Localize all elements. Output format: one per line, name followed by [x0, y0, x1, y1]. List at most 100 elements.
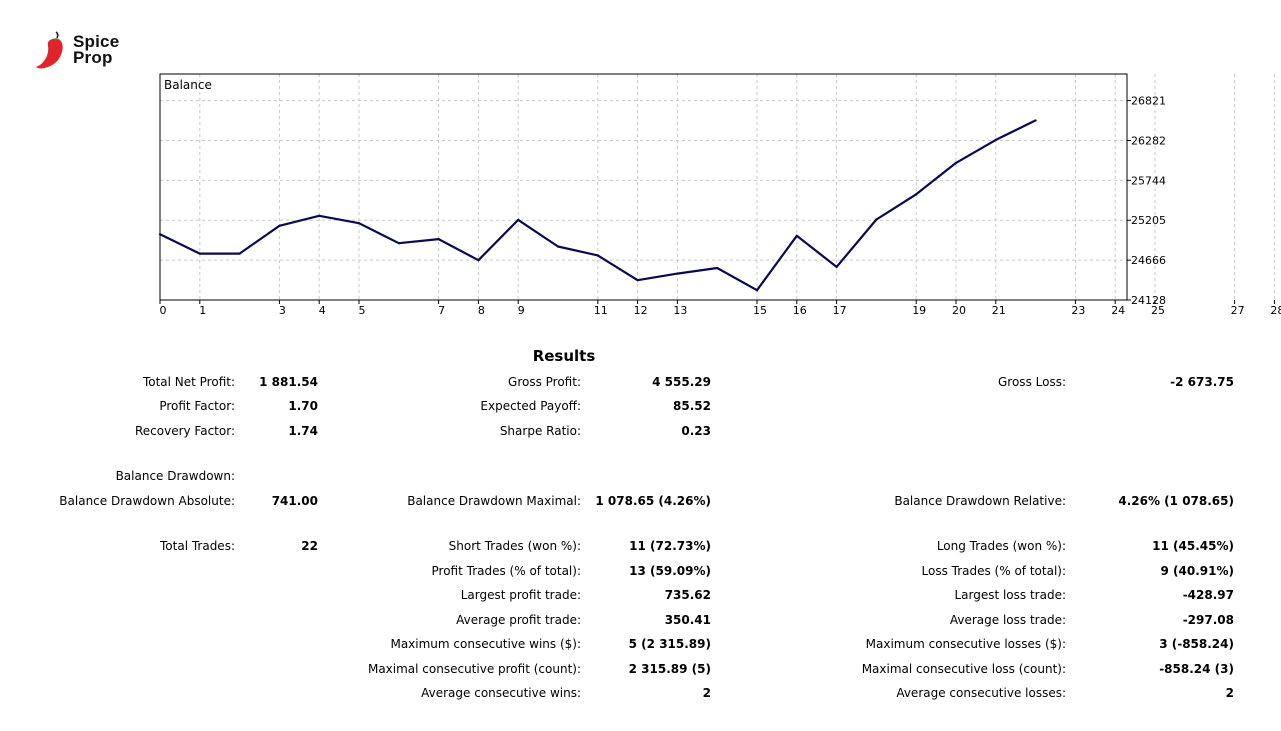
- x-tick-label: 7: [438, 304, 445, 317]
- result-value: 0.23: [681, 424, 711, 438]
- x-tick-label: 12: [634, 304, 648, 317]
- result-label: Total Trades:: [160, 539, 235, 553]
- x-tick-label: 27: [1231, 304, 1245, 317]
- y-tick-label: 25744: [1131, 174, 1166, 187]
- result-label: Total Net Profit:: [142, 375, 235, 389]
- balance-point: [795, 234, 798, 237]
- x-tick-label: 4: [319, 304, 326, 317]
- chart-grid: [160, 74, 1275, 301]
- x-tick-label: 5: [359, 304, 366, 317]
- spice-prop-logo: Spice Prop: [34, 30, 134, 74]
- x-tick-label: 17: [833, 304, 847, 317]
- balance-point: [954, 161, 958, 164]
- result-value: 22: [301, 539, 318, 553]
- balance-point: [357, 222, 361, 225]
- balance-chart: 0134578911121315161719202123242527282931…: [158, 73, 1281, 317]
- result-value: -858.24 (3): [1159, 662, 1234, 676]
- result-label: Balance Drawdown Maximal:: [407, 494, 581, 508]
- x-tick-label: 16: [793, 304, 807, 317]
- balance-point: [517, 218, 520, 221]
- result-label: Sharpe Ratio:: [499, 424, 581, 438]
- balance-point: [994, 138, 997, 142]
- balance-point: [278, 224, 281, 227]
- brand-line-1: Spice: [73, 32, 120, 51]
- balance-point: [676, 272, 679, 275]
- result-label: Profit Factor:: [159, 399, 235, 413]
- result-label: Largest profit trade:: [460, 588, 581, 602]
- x-tick-label: 13: [673, 304, 687, 317]
- balance-point: [875, 218, 878, 221]
- y-tick-label: 26821: [1131, 95, 1166, 108]
- result-label: Average consecutive losses:: [896, 686, 1066, 700]
- result-label: Average consecutive wins:: [421, 686, 581, 700]
- x-tick-label: 28: [1270, 304, 1281, 317]
- y-axis: 24128 24666 25205 25744 26282 26821: [1127, 95, 1166, 307]
- balance-series-line: [159, 119, 1037, 292]
- balance-point: [1034, 119, 1037, 122]
- plot-area-border: [159, 73, 1128, 301]
- result-label: Loss Trades (% of total):: [921, 564, 1067, 578]
- result-value: 4 555.29: [652, 375, 711, 389]
- chili-pepper-icon: [36, 31, 63, 69]
- x-tick-label: 3: [279, 304, 286, 317]
- balance-point: [835, 265, 838, 268]
- result-value: 5 (2 315.89): [628, 637, 711, 651]
- result-label: Short Trades (won %):: [448, 539, 581, 553]
- result-label: Maximum consecutive wins ($):: [390, 637, 581, 651]
- result-value: 11 (72.73%): [629, 539, 711, 553]
- result-value: 9 (40.91%): [1160, 564, 1234, 578]
- result-value: 741.00: [271, 494, 318, 508]
- balance-point: [596, 254, 599, 257]
- x-tick-label: 0: [160, 304, 167, 317]
- x-tick-label: 8: [478, 304, 485, 317]
- balance-point: [238, 252, 241, 255]
- balance-point: [915, 193, 918, 196]
- result-value: 735.62: [664, 588, 711, 602]
- balance-point: [477, 259, 480, 262]
- result-label: Gross Profit:: [508, 375, 581, 389]
- balance-point: [397, 242, 400, 245]
- result-value: 1.70: [288, 399, 318, 413]
- y-tick-label: 25205: [1131, 214, 1166, 227]
- result-value: 2 315.89 (5): [628, 662, 711, 676]
- result-value: 3 (-858.24): [1159, 637, 1234, 651]
- x-tick-label: 11: [594, 304, 608, 317]
- result-label: Balance Drawdown Absolute:: [59, 494, 235, 508]
- y-tick-label: 24666: [1131, 254, 1166, 267]
- result-value: 1 881.54: [259, 375, 318, 389]
- result-label: Maximum consecutive losses ($):: [865, 637, 1066, 651]
- chart-title: Balance: [164, 78, 212, 92]
- result-value: 1.74: [288, 424, 318, 438]
- results-title: Results: [532, 347, 596, 365]
- balance-point: [318, 214, 321, 217]
- x-tick-label: 21: [992, 304, 1006, 317]
- y-tick-label: 26282: [1131, 134, 1166, 147]
- result-value: -297.08: [1182, 613, 1234, 627]
- result-label: Average profit trade:: [456, 613, 581, 627]
- x-tick-label: 20: [952, 304, 966, 317]
- balance-point: [755, 289, 759, 292]
- x-tick-label: 25: [1151, 304, 1165, 317]
- result-label: Recovery Factor:: [134, 424, 235, 438]
- result-label: Balance Drawdown:: [115, 469, 235, 483]
- balance-points: [158, 119, 1037, 292]
- result-value: 85.52: [673, 399, 711, 413]
- result-label: Balance Drawdown Relative:: [894, 494, 1066, 508]
- result-label: Average loss trade:: [949, 613, 1066, 627]
- y-tick-label: 24128: [1131, 294, 1166, 307]
- result-value: -428.97: [1182, 588, 1234, 602]
- balance-point: [158, 233, 162, 236]
- result-label: Largest loss trade:: [954, 588, 1066, 602]
- result-value: -2 673.75: [1170, 375, 1234, 389]
- result-label: Maximal consecutive loss (count):: [861, 662, 1066, 676]
- x-tick-label: 15: [753, 304, 767, 317]
- balance-point: [636, 279, 639, 282]
- result-value: 13 (59.09%): [629, 564, 711, 578]
- x-tick-label: 24: [1111, 304, 1125, 317]
- result-value: 11 (45.45%): [1152, 539, 1234, 553]
- x-tick-label: 19: [912, 304, 926, 317]
- balance-point: [437, 238, 440, 241]
- result-label: Expected Payoff:: [480, 399, 581, 413]
- result-value: 2: [1225, 686, 1234, 700]
- balance-point: [556, 245, 560, 248]
